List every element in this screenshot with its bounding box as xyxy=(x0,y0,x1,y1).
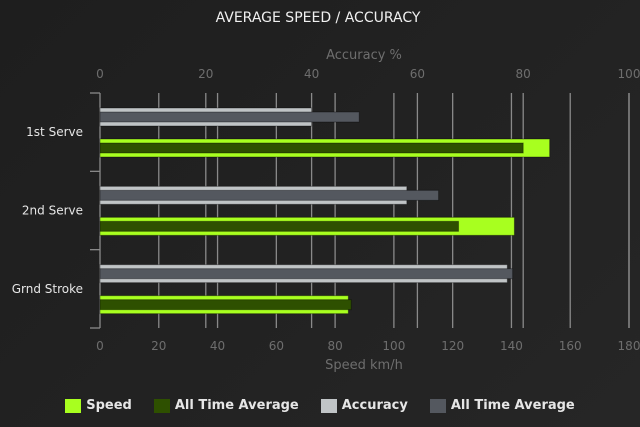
legend-swatch xyxy=(65,398,82,413)
bottom-tick-label: 140 xyxy=(500,339,523,353)
legend-swatch xyxy=(429,398,446,413)
legend-label: All Time Average xyxy=(450,398,575,413)
bottom-tick-label: 180 xyxy=(618,339,640,353)
bar-bottom-1-2[interactable] xyxy=(99,299,352,311)
chart: AVERAGE SPEED / ACCURACY Accuracy % Spee… xyxy=(12,10,640,373)
bar-top-3-2[interactable] xyxy=(99,268,514,280)
bar-top-3-0[interactable] xyxy=(99,111,360,123)
bottom-tick-label: 100 xyxy=(382,339,405,353)
bar-top-3-1[interactable] xyxy=(99,189,440,201)
bottom-tick-label: 40 xyxy=(210,339,225,353)
legend-item-speed[interactable]: Speed xyxy=(65,398,132,413)
category-label: Grnd Stroke xyxy=(12,282,83,296)
top-tick-label: 100 xyxy=(618,67,640,81)
legend-swatch xyxy=(153,398,170,413)
top-tick-label: 60 xyxy=(410,67,425,81)
category-label: 2nd Serve xyxy=(22,204,83,218)
bottom-axis-label: Speed km/h xyxy=(325,358,403,373)
top-tick-label: 0 xyxy=(96,67,104,81)
bar-bottom-1-0[interactable] xyxy=(99,142,524,154)
legend-item-accuracy-average[interactable]: All Time Average xyxy=(429,398,575,413)
legend: Speed All Time Average Accuracy All Time… xyxy=(0,398,640,413)
bar-bottom-1-1[interactable] xyxy=(99,220,460,232)
category-label: 1st Serve xyxy=(26,125,83,139)
legend-label: Speed xyxy=(86,398,132,413)
bottom-tick-label: 80 xyxy=(327,339,342,353)
legend-label: All Time Average xyxy=(174,398,299,413)
bottom-tick-label: 20 xyxy=(151,339,166,353)
bottom-tick-label: 160 xyxy=(559,339,582,353)
legend-item-speed-average[interactable]: All Time Average xyxy=(153,398,299,413)
bottom-tick-label: 120 xyxy=(441,339,464,353)
legend-label: Accuracy xyxy=(341,398,408,413)
legend-item-accuracy[interactable]: Accuracy xyxy=(320,398,408,413)
bottom-tick-label: 60 xyxy=(269,339,284,353)
top-tick-label: 40 xyxy=(304,67,319,81)
top-tick-label: 20 xyxy=(198,67,213,81)
top-axis-label: Accuracy % xyxy=(326,48,402,63)
chart-title: AVERAGE SPEED / ACCURACY xyxy=(216,10,421,26)
top-tick-label: 80 xyxy=(516,67,531,81)
bottom-tick-label: 0 xyxy=(96,339,104,353)
legend-swatch xyxy=(320,398,337,413)
